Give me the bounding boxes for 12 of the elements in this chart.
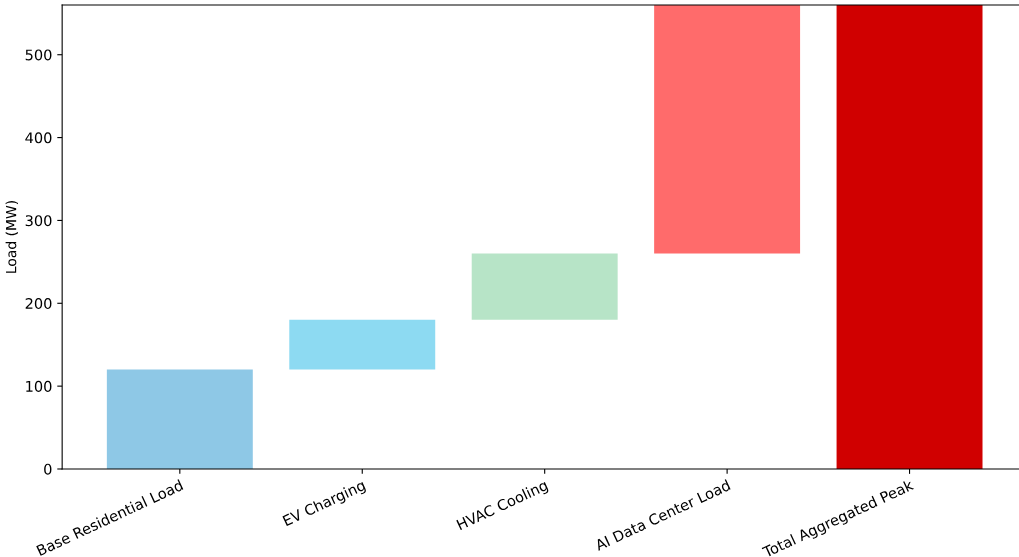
bar [106,369,253,469]
y-axis-title: Load (MW) [5,201,18,273]
bar [289,319,436,370]
y-tick-label: 300 [25,215,52,227]
y-tick-label: 200 [25,298,52,310]
y-tick-label: 0 [44,463,52,475]
y-tick-label: 400 [25,132,52,144]
bar [836,5,983,469]
y-tick-label: 500 [25,49,52,61]
bar [471,253,618,320]
y-tick-label: 100 [26,380,52,392]
bar [654,5,801,254]
